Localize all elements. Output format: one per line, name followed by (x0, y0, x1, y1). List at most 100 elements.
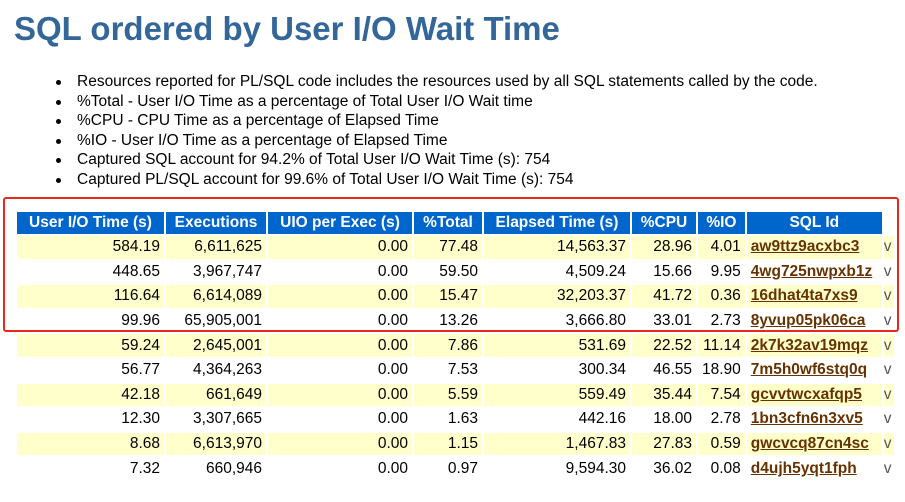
table-row: 584.19 6,611,625 0.00 77.48 14,563.37 28.96 4.… (17, 236, 894, 259)
table-row: 12.30 3,307,665 0.00 1.63 442.16 18.00 2.78 1bn… (17, 408, 894, 431)
executions-cell: 4,364,263 (166, 358, 266, 382)
uio-per-exec-cell: 0.00 (268, 236, 412, 259)
sql-user-io-table: User I/O Time (s) Executions UIO per Exe… (15, 210, 896, 482)
col-header-pct-io[interactable]: %IO (698, 212, 745, 234)
sql-id-link[interactable]: d4ujh5yqt1fph (746, 457, 882, 480)
notes-list: Resources reported for PL/SQL code inclu… (56, 72, 818, 190)
table-row: 7.32 660,946 0.00 0.97 9,594.30 36.02 0.08 d4uj… (17, 457, 894, 480)
pct-total-cell: 1.63 (414, 408, 482, 431)
note-text: Resources reported for PL/SQL code inclu… (77, 73, 818, 90)
pct-cpu-cell: 28.96 (632, 236, 696, 259)
col-header-pct-total[interactable]: %Total (414, 212, 482, 234)
sql-id-link[interactable]: 4wg725nwpxb1z (746, 260, 882, 284)
uio-per-exec-cell: 0.00 (268, 285, 412, 308)
uio-per-exec-cell: 0.00 (268, 358, 412, 382)
executions-cell: 6,614,089 (166, 285, 266, 308)
pct-cpu-cell: 18.00 (632, 408, 696, 431)
sql-id-link[interactable]: gcvvtwcxafqp5 (746, 383, 882, 407)
elapsed-time-cell: 4,509.24 (484, 260, 630, 284)
executions-cell: 3,307,665 (166, 408, 266, 431)
pct-total-cell: 77.48 (414, 236, 482, 259)
table-row: 42.18 661,649 0.00 5.59 559.49 35.44 7.54 gcvvt… (17, 383, 894, 407)
col-header-executions[interactable]: Executions (166, 212, 266, 234)
table-header-row: User I/O Time (s) Executions UIO per Exe… (17, 212, 894, 234)
sql-id-link[interactable]: 2k7k32av19mqz (746, 334, 882, 357)
col-header-sql-id[interactable]: SQL Id (746, 212, 882, 234)
sql-id-link[interactable]: gwcvcq87cn4sc (746, 432, 882, 456)
table-body: 584.19 6,611,625 0.00 77.48 14,563.37 28.96 4.… (17, 236, 894, 480)
table-row: 56.77 4,364,263 0.00 7.53 300.34 46.55 18.90 7m… (17, 358, 894, 382)
uio-per-exec-cell: 0.00 (268, 260, 412, 284)
module-cell: v (883, 309, 894, 333)
pct-cpu-cell: 27.83 (632, 432, 696, 456)
executions-cell: 65,905,001 (166, 309, 266, 333)
elapsed-time-cell: 559.49 (484, 383, 630, 407)
pct-io-cell: 7.54 (698, 383, 745, 407)
user-io-time-cell: 448.65 (17, 260, 164, 284)
module-cell: v (883, 408, 894, 431)
col-header-user-io-time[interactable]: User I/O Time (s) (17, 212, 164, 234)
uio-per-exec-cell: 0.00 (268, 432, 412, 456)
module-cell: v (883, 334, 894, 357)
table-row: 448.65 3,967,747 0.00 59.50 4,509.24 15.66 9.9… (17, 260, 894, 284)
module-cell: v (883, 285, 894, 308)
uio-per-exec-cell: 0.00 (268, 408, 412, 431)
uio-per-exec-cell: 0.00 (268, 309, 412, 333)
note-item: Resources reported for PL/SQL code inclu… (56, 72, 818, 92)
col-header-pct-cpu[interactable]: %CPU (632, 212, 696, 234)
uio-per-exec-cell: 0.00 (268, 383, 412, 407)
note-item: %Total - User I/O Time as a percentage o… (56, 92, 818, 112)
pct-total-cell: 13.26 (414, 309, 482, 333)
note-text: %IO - User I/O Time as a percentage of E… (77, 131, 448, 149)
sql-id-link[interactable]: 16dhat4ta7xs9 (746, 285, 882, 308)
elapsed-time-cell: 531.69 (484, 334, 630, 357)
note-text: %Total - User I/O Time as a percentage o… (77, 92, 533, 110)
executions-cell: 661,649 (166, 383, 266, 407)
col-header-uio-per-exec[interactable]: UIO per Exec (s) (268, 212, 412, 234)
pct-io-cell: 11.14 (698, 334, 745, 357)
elapsed-time-cell: 3,666.80 (484, 309, 630, 333)
module-cell: v (883, 457, 894, 480)
note-text: %CPU - CPU Time as a percentage of Elaps… (77, 112, 439, 130)
pct-io-cell: 9.95 (698, 260, 745, 284)
sql-id-link[interactable]: 8yvup05pk06ca (746, 309, 882, 333)
module-cell: v (883, 383, 894, 407)
note-item: %IO - User I/O Time as a percentage of E… (56, 131, 818, 151)
pct-cpu-cell: 41.72 (632, 285, 696, 308)
note-item: Captured SQL account for 94.2% of Total … (56, 150, 818, 170)
note-text: Captured PL/SQL account for 99.6% of Tot… (77, 170, 574, 188)
elapsed-time-cell: 9,594.30 (484, 457, 630, 480)
user-io-time-cell: 56.77 (17, 358, 164, 382)
user-io-time-cell: 59.24 (17, 334, 164, 357)
pct-cpu-cell: 36.02 (632, 457, 696, 480)
pct-cpu-cell: 15.66 (632, 260, 696, 284)
sql-id-link[interactable]: 7m5h0wf6stq0q (746, 358, 882, 382)
user-io-time-cell: 8.68 (17, 432, 164, 456)
pct-io-cell: 18.90 (698, 358, 745, 382)
pct-total-cell: 1.15 (414, 432, 482, 456)
pct-io-cell: 0.36 (698, 285, 745, 308)
note-item: %CPU - CPU Time as a percentage of Elaps… (56, 111, 818, 131)
module-cell: v (883, 236, 894, 259)
module-cell: v (883, 358, 894, 382)
sql-id-link[interactable]: aw9ttz9acxbc3 (746, 236, 882, 259)
table-row: 116.64 6,614,089 0.00 15.47 32,203.37 41.72 0.… (17, 285, 894, 308)
user-io-time-cell: 116.64 (17, 285, 164, 308)
sql-id-link[interactable]: 1bn3cfn6n3xv5 (746, 408, 882, 431)
executions-cell: 660,946 (166, 457, 266, 480)
pct-cpu-cell: 22.52 (632, 334, 696, 357)
col-header-elapsed-time[interactable]: Elapsed Time (s) (484, 212, 630, 234)
pct-io-cell: 2.78 (698, 408, 745, 431)
pct-total-cell: 59.50 (414, 260, 482, 284)
executions-cell: 2,645,001 (166, 334, 266, 357)
note-item: Captured PL/SQL account for 99.6% of Tot… (56, 170, 818, 190)
page-title: SQL ordered by User I/O Wait Time (14, 10, 560, 47)
table-row: 99.96 65,905,001 0.00 13.26 3,666.80 33.01 2.7… (17, 309, 894, 333)
executions-cell: 3,967,747 (166, 260, 266, 284)
table-row: 8.68 6,613,970 0.00 1.15 1,467.83 27.83 0.59 gw… (17, 432, 894, 456)
elapsed-time-cell: 300.34 (484, 358, 630, 382)
user-io-time-cell: 42.18 (17, 383, 164, 407)
pct-total-cell: 7.86 (414, 334, 482, 357)
pct-io-cell: 0.08 (698, 457, 745, 480)
elapsed-time-cell: 1,467.83 (484, 432, 630, 456)
